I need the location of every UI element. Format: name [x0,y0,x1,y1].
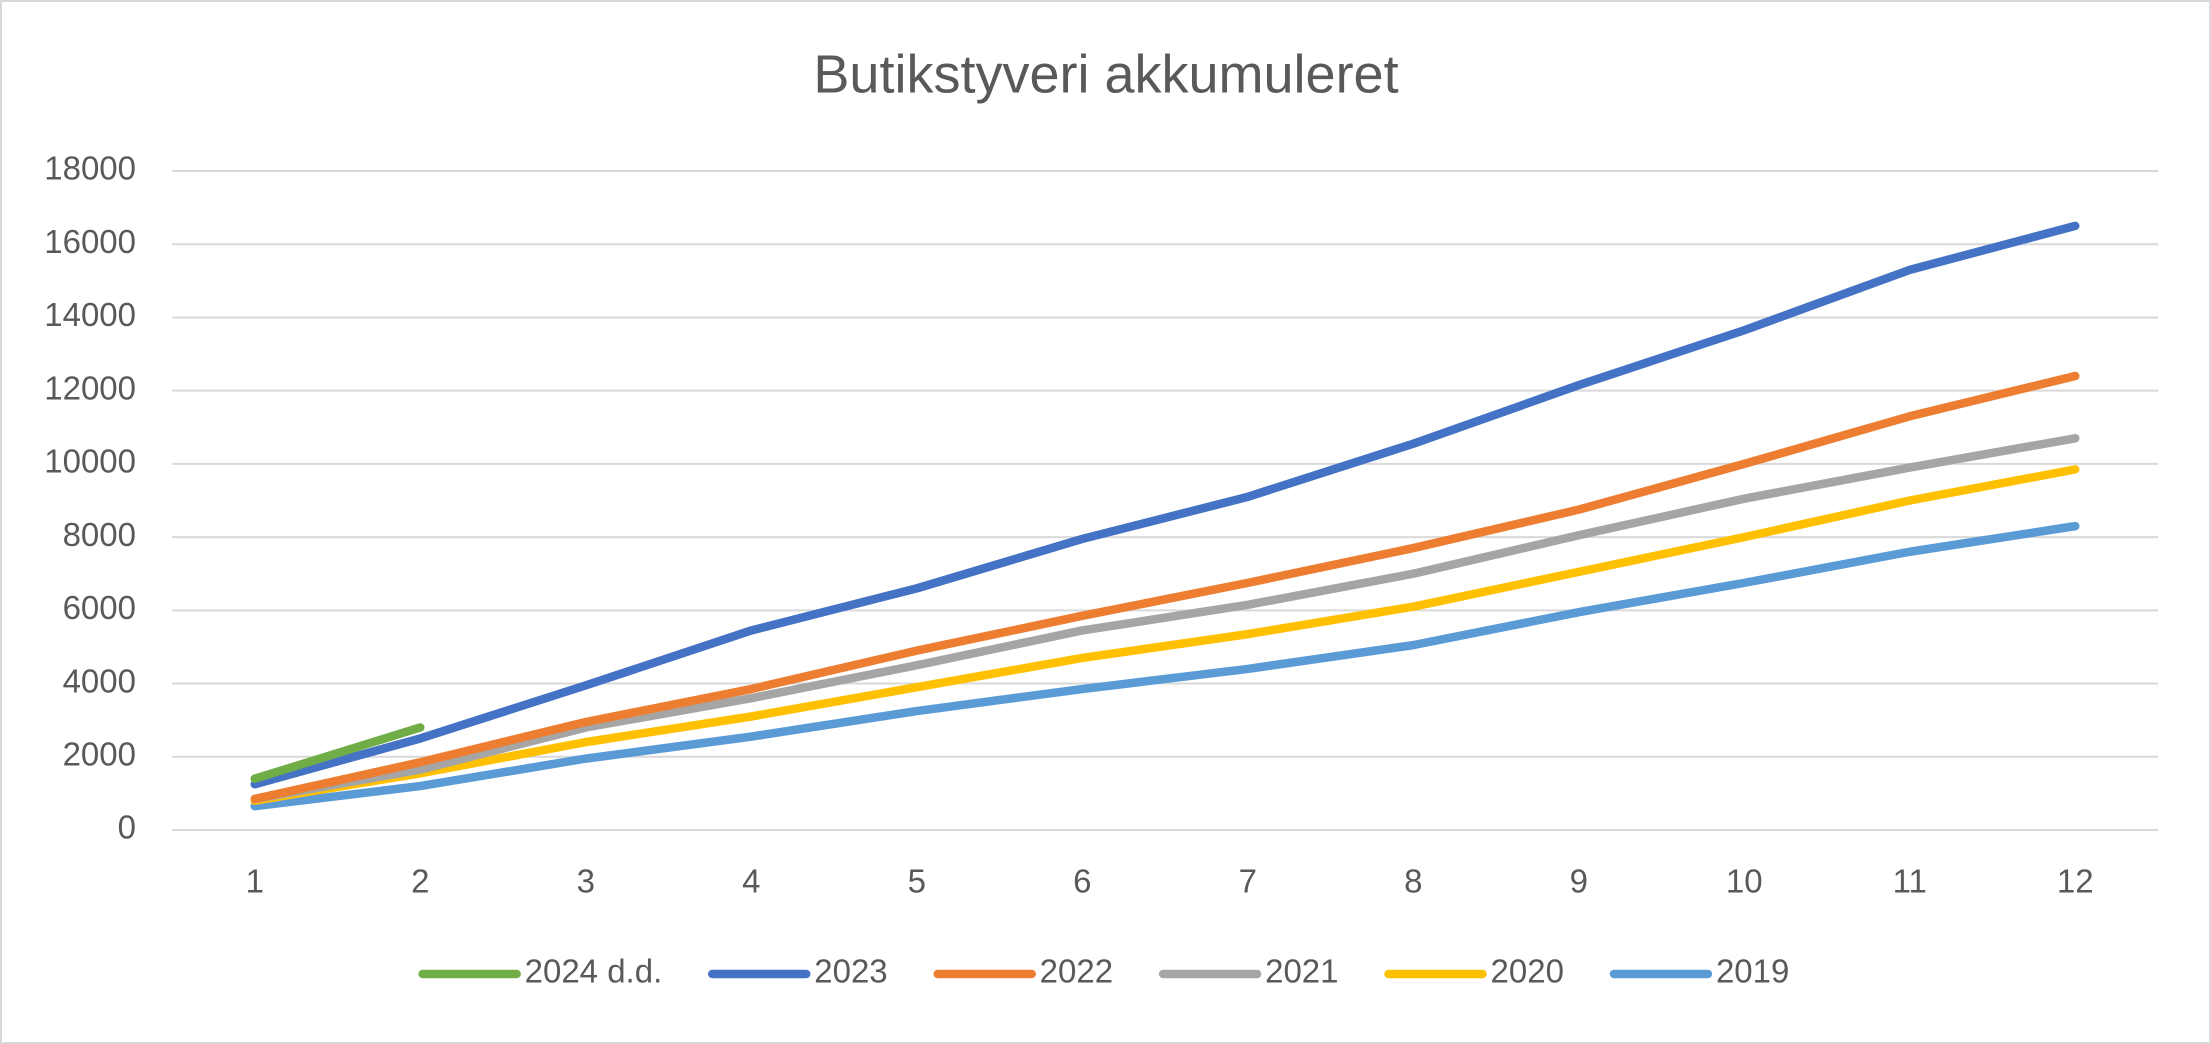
chart-title: Butikstyveri akkumuleret [813,44,1398,104]
series-line [250,521,2080,811]
x-tick-label: 11 [1893,863,1927,900]
x-tick-label: 3 [577,863,595,900]
y-tick-label: 0 [118,809,136,846]
series-line [250,465,2080,805]
y-tick-label: 12000 [44,369,136,406]
y-tick-label: 18000 [44,150,136,187]
series-line [250,434,2080,804]
x-tick-label: 7 [1239,863,1257,900]
legend-label: 2023 [814,953,887,990]
series-line [250,371,2080,804]
x-tick-label: 8 [1404,863,1422,900]
x-tick-label: 6 [1073,863,1091,900]
x-tick-label: 1 [246,863,264,900]
x-tick-label: 4 [742,863,760,900]
x-tick-label: 2 [411,863,429,900]
y-tick-label: 10000 [44,443,136,480]
legend-label: 2021 [1265,953,1338,990]
legend-label: 2019 [1716,953,1789,990]
y-tick-label: 8000 [63,516,136,553]
legend-label: 2024 d.d. [525,953,663,990]
y-tick-label: 16000 [44,223,136,260]
legend-label: 2020 [1491,953,1564,990]
y-tick-label: 4000 [63,662,136,699]
x-tick-label: 12 [2057,863,2094,900]
x-tick-label: 5 [908,863,926,900]
y-tick-label: 6000 [63,589,136,626]
series-line [250,723,425,783]
series-line [250,221,2080,789]
x-tick-label: 10 [1726,863,1763,900]
x-tick-label: 9 [1570,863,1588,900]
y-tick-label: 2000 [63,735,136,772]
y-tick-label: 14000 [44,296,136,333]
legend-label: 2022 [1040,953,1113,990]
